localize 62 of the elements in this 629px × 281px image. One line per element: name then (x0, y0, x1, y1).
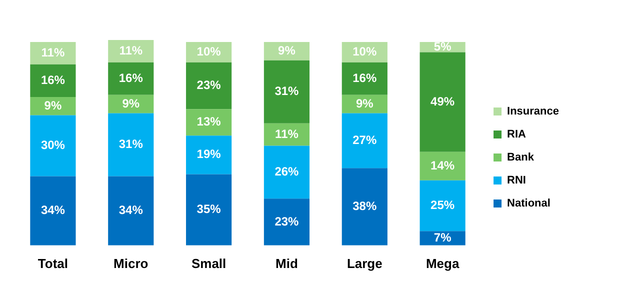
bar (264, 146, 310, 199)
bar (108, 62, 154, 95)
data-label: 16% (118, 70, 144, 85)
bar (342, 62, 388, 95)
data-label: 19% (196, 147, 222, 162)
bar (186, 109, 232, 136)
data-label: 25% (430, 198, 455, 212)
legend-label: RNI (507, 174, 526, 187)
data-label: 30% (40, 138, 66, 152)
data-label: 34% (40, 203, 66, 218)
bar (108, 176, 154, 246)
bar (30, 42, 76, 64)
data-label: 5% (434, 39, 452, 54)
data-label: 27% (352, 132, 377, 147)
x-tick-label: Micro (114, 256, 148, 271)
bar (30, 176, 76, 246)
data-label: 49% (430, 94, 455, 108)
data-label: 34% (118, 203, 144, 218)
data-label: 16% (352, 70, 377, 85)
bar (186, 174, 232, 246)
data-label: 9% (356, 96, 374, 110)
data-label: 38% (352, 199, 377, 214)
bar (186, 62, 232, 110)
data-label: 16% (40, 72, 66, 87)
data-label: 31% (118, 137, 144, 152)
data-label: 14% (430, 158, 455, 172)
data-label: 35% (196, 202, 222, 216)
bar (420, 152, 466, 180)
bar (420, 52, 466, 152)
data-label: 10% (352, 44, 377, 59)
bar (30, 64, 76, 97)
data-label: 9% (122, 96, 140, 110)
data-label: 9% (278, 44, 296, 58)
bar (108, 40, 154, 62)
bar (264, 60, 310, 124)
x-tick-label: Total (38, 256, 68, 271)
bar (186, 136, 232, 174)
data-label: 23% (274, 214, 300, 228)
data-label: 11% (275, 126, 299, 141)
x-tick-label: Mid (276, 256, 298, 271)
data-label: 11% (41, 46, 65, 60)
legend-label: Bank (507, 152, 535, 164)
bar (420, 180, 466, 232)
data-label: 31% (274, 84, 300, 98)
data-label: 23% (196, 78, 222, 92)
data-label: 7% (434, 230, 452, 245)
x-tick-label: Mega (426, 256, 460, 271)
legend-label: National (507, 198, 550, 210)
bar (30, 115, 76, 176)
data-label: 26% (274, 164, 300, 178)
bar (342, 113, 388, 168)
legend-label: RIA (507, 128, 526, 141)
legend-label: Insurance (507, 106, 560, 118)
bar (342, 168, 388, 246)
x-tick-label: Large (346, 256, 382, 271)
data-label: 11% (119, 44, 143, 58)
bar (264, 198, 310, 246)
data-label: 13% (196, 114, 222, 129)
x-tick-label: Small (191, 256, 226, 271)
data-label: 9% (44, 98, 62, 112)
bar (108, 113, 154, 176)
data-label: 10% (196, 44, 222, 59)
